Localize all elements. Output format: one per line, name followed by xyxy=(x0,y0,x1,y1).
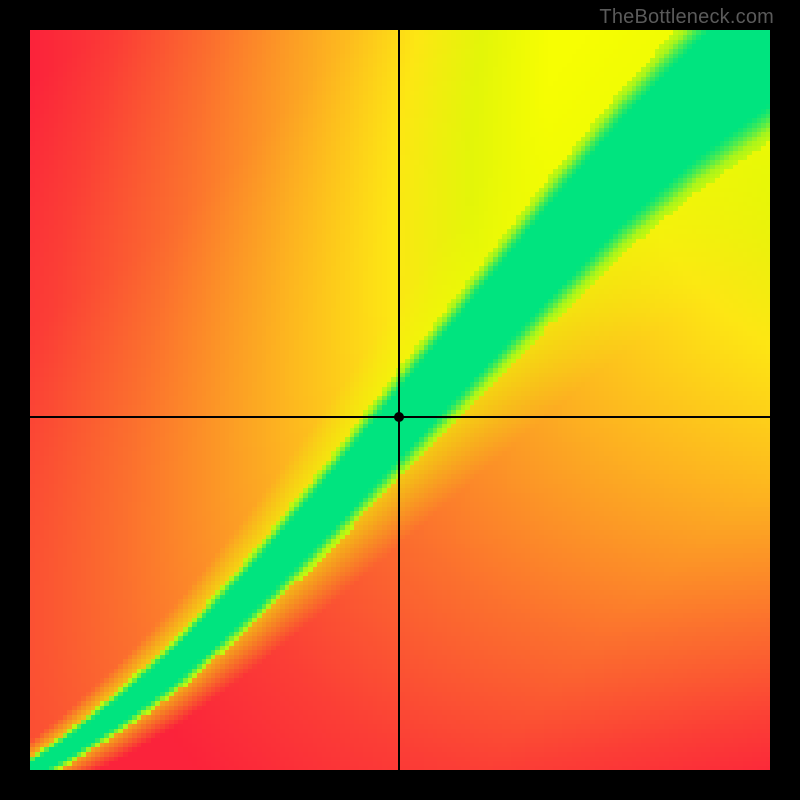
heatmap-canvas xyxy=(30,30,770,770)
plot-frame xyxy=(30,30,770,770)
crosshair-vertical xyxy=(398,30,400,770)
watermark-text: TheBottleneck.com xyxy=(599,6,774,29)
crosshair-marker xyxy=(394,412,404,422)
